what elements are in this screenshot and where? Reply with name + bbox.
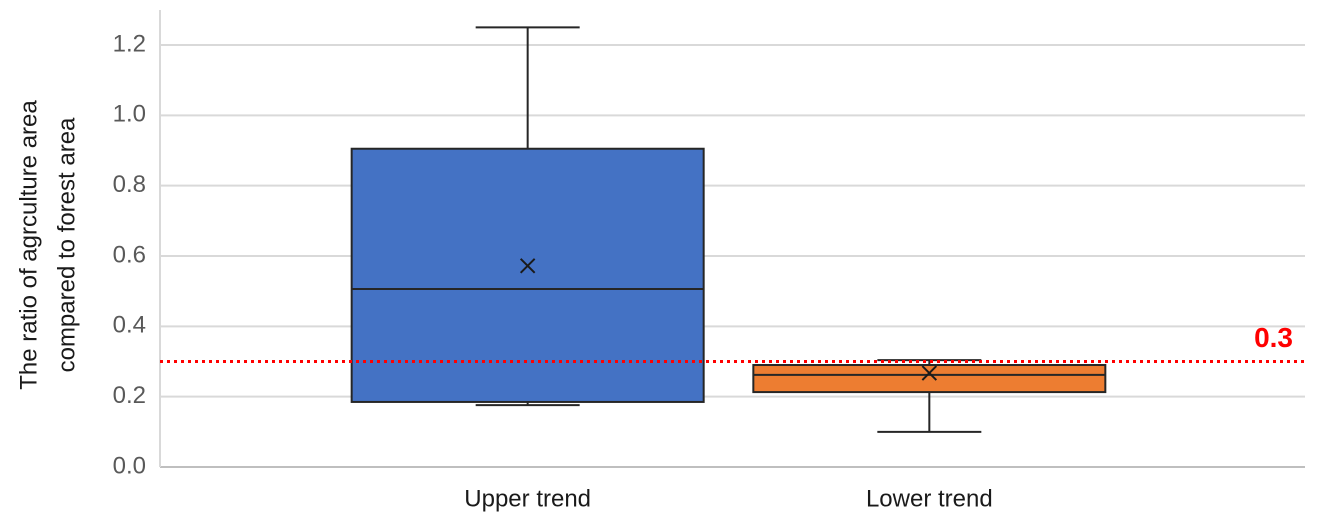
mean-marker — [921, 365, 938, 381]
reference-label: 0.3 — [1254, 322, 1293, 353]
x-tick-label: Lower trend — [866, 485, 993, 512]
y-tick-label: 1.2 — [113, 30, 146, 57]
y-tick-label: 0.6 — [113, 241, 146, 268]
y-tick-label: 0.4 — [113, 312, 146, 339]
mean-marker — [519, 258, 536, 274]
box — [752, 364, 1107, 394]
y-axis-label: compared to forest area — [53, 117, 80, 372]
y-tick-label: 0.8 — [113, 171, 146, 198]
x-tick-label: Upper trend — [464, 485, 591, 512]
y-tick-label: 0.0 — [113, 452, 146, 479]
y-tick-label: 0.2 — [113, 382, 146, 409]
box — [350, 147, 705, 403]
y-tick-label: 1.0 — [113, 101, 146, 128]
y-axis-label: The ratio of agrculture area — [15, 100, 42, 390]
